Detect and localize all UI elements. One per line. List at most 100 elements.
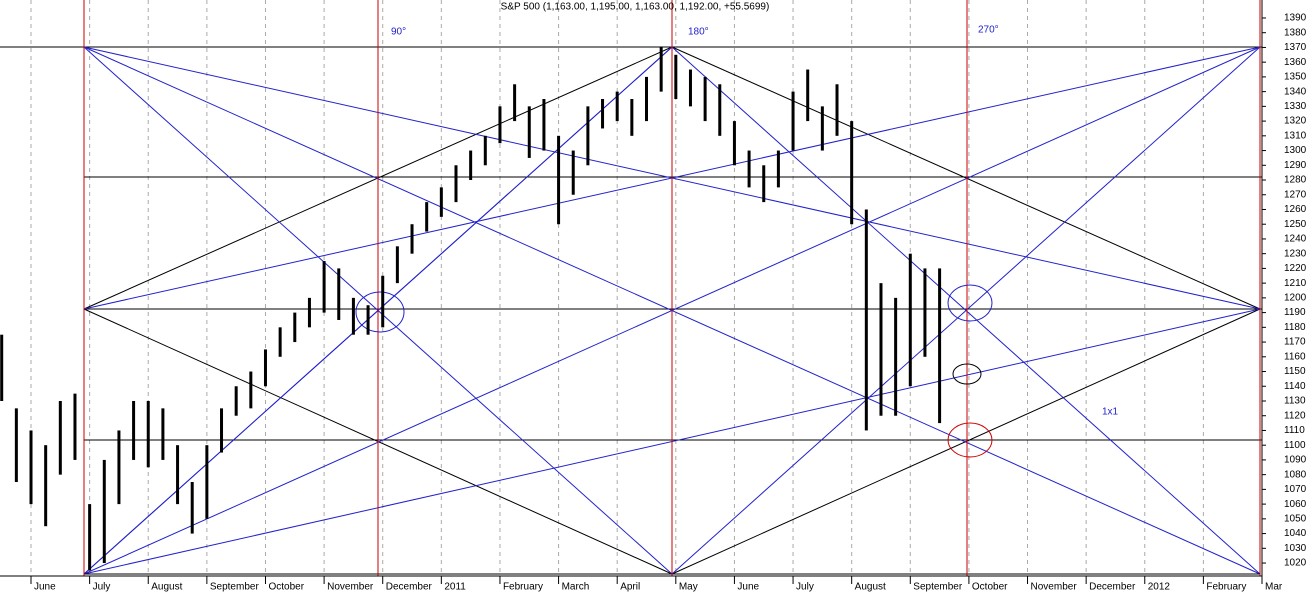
price-bar: [601, 98, 605, 129]
price-bar: [263, 349, 267, 387]
gann-lines: [0, 0, 1262, 576]
gann-line: [671, 46, 1261, 575]
x-tick-label: 2012: [1148, 582, 1171, 592]
y-tick-label: 1280: [1284, 175, 1306, 186]
price-bar: [117, 430, 121, 505]
circle-marker: [355, 291, 405, 333]
price-bar: [161, 408, 165, 460]
price-bar: [820, 106, 824, 151]
price-bar: [938, 268, 942, 424]
circle-marker: [952, 363, 982, 385]
x-tick-label: September: [913, 582, 963, 592]
price-bar: [864, 209, 868, 431]
price-bar: [703, 76, 707, 122]
price-bar: [322, 261, 326, 313]
y-tick-label: 1320: [1284, 116, 1306, 127]
price-bar: [674, 54, 678, 99]
price-bar: [762, 165, 766, 203]
y-tick-label: 1210: [1284, 278, 1306, 289]
y-tick-label: 1060: [1284, 499, 1306, 510]
price-bar: [425, 202, 429, 232]
x-tick-label: February: [503, 582, 543, 592]
price-bar: [249, 371, 253, 409]
y-tick-label: 1220: [1284, 263, 1306, 274]
price-bar: [351, 297, 355, 335]
price-bar: [850, 121, 854, 225]
x-tick-label: April: [620, 582, 640, 592]
price-bar: [395, 246, 399, 284]
x-tick-label: December: [1089, 582, 1136, 592]
y-tick-label: 1260: [1284, 204, 1306, 215]
annotation: 270°: [978, 25, 999, 36]
price-bar: [102, 459, 106, 564]
y-tick-label: 1340: [1284, 86, 1306, 97]
price-bar: [923, 268, 927, 357]
price-bar: [337, 268, 341, 320]
x-tick-label: October: [972, 582, 1008, 592]
y-tick-label: 1070: [1284, 484, 1306, 495]
price-bar: [73, 393, 77, 460]
y-tick-label: 1160: [1284, 351, 1306, 362]
x-tick-label: September: [210, 582, 260, 592]
y-tick-label: 1200: [1284, 293, 1306, 304]
price-bar: [615, 91, 619, 122]
price-bar: [205, 445, 209, 519]
price-bar: [146, 400, 150, 468]
y-tick-label: 1190: [1284, 307, 1306, 318]
y-tick-label: 1050: [1284, 513, 1306, 524]
price-bar: [307, 297, 311, 328]
y-tick-label: 1100: [1284, 440, 1306, 451]
price-bar: [14, 408, 18, 483]
y-tick-label: 1110: [1284, 425, 1305, 436]
price-bar: [220, 408, 224, 453]
y-tick-label: 1250: [1284, 219, 1306, 230]
x-tick-label: May: [679, 582, 698, 592]
price-bar: [791, 91, 795, 151]
price-bar: [469, 150, 473, 181]
chart-title: S&P 500 (1,163.00, 1,195.00, 1,163.00, 1…: [501, 2, 770, 13]
x-tick-label: July: [796, 582, 814, 592]
y-tick-label: 1390: [1284, 13, 1306, 24]
price-bar: [571, 150, 575, 195]
annotation: 1x1: [1102, 407, 1119, 418]
y-tick-label: 1370: [1284, 42, 1306, 53]
price-bar: [527, 106, 531, 158]
x-tick-label: August: [151, 582, 182, 592]
price-bars: [0, 47, 942, 571]
x-tick-label: June: [34, 582, 56, 592]
y-tick-label: 1330: [1284, 101, 1306, 112]
price-bar: [718, 84, 722, 136]
y-tick-label: 1300: [1284, 145, 1306, 156]
price-bar: [645, 76, 649, 122]
price-bar: [381, 275, 385, 328]
gann-line: [671, 308, 1261, 575]
price-bar: [454, 165, 458, 203]
price-bar: [278, 327, 282, 357]
y-tick-label: 1270: [1284, 189, 1306, 200]
y-tick-label: 1150: [1284, 366, 1306, 377]
y-tick-label: 1360: [1284, 57, 1306, 68]
y-tick-label: 1380: [1284, 27, 1306, 38]
price-bar: [483, 135, 487, 166]
y-tick-label: 1030: [1284, 543, 1306, 554]
y-tick-label: 1080: [1284, 469, 1306, 480]
price-bar: [894, 297, 898, 416]
y-tick-label: 1180: [1284, 322, 1306, 333]
price-bar: [806, 69, 810, 122]
y-tick-label: 1290: [1284, 160, 1306, 171]
price-bar: [176, 445, 180, 505]
price-bar: [776, 150, 780, 188]
price-bar: [0, 334, 4, 401]
x-tick-label: February: [1206, 582, 1246, 592]
circle-marker: [947, 284, 993, 322]
y-tick-label: 1020: [1284, 558, 1306, 569]
price-bar: [908, 253, 912, 387]
y-tick-label: 1310: [1284, 130, 1306, 141]
annotation: 180°: [688, 27, 709, 38]
price-bar: [29, 430, 33, 505]
price-bar: [366, 305, 370, 335]
y-tick-label: 1120: [1284, 410, 1306, 421]
x-tick-label: Mar: [1265, 582, 1283, 592]
price-bar: [439, 187, 443, 217]
